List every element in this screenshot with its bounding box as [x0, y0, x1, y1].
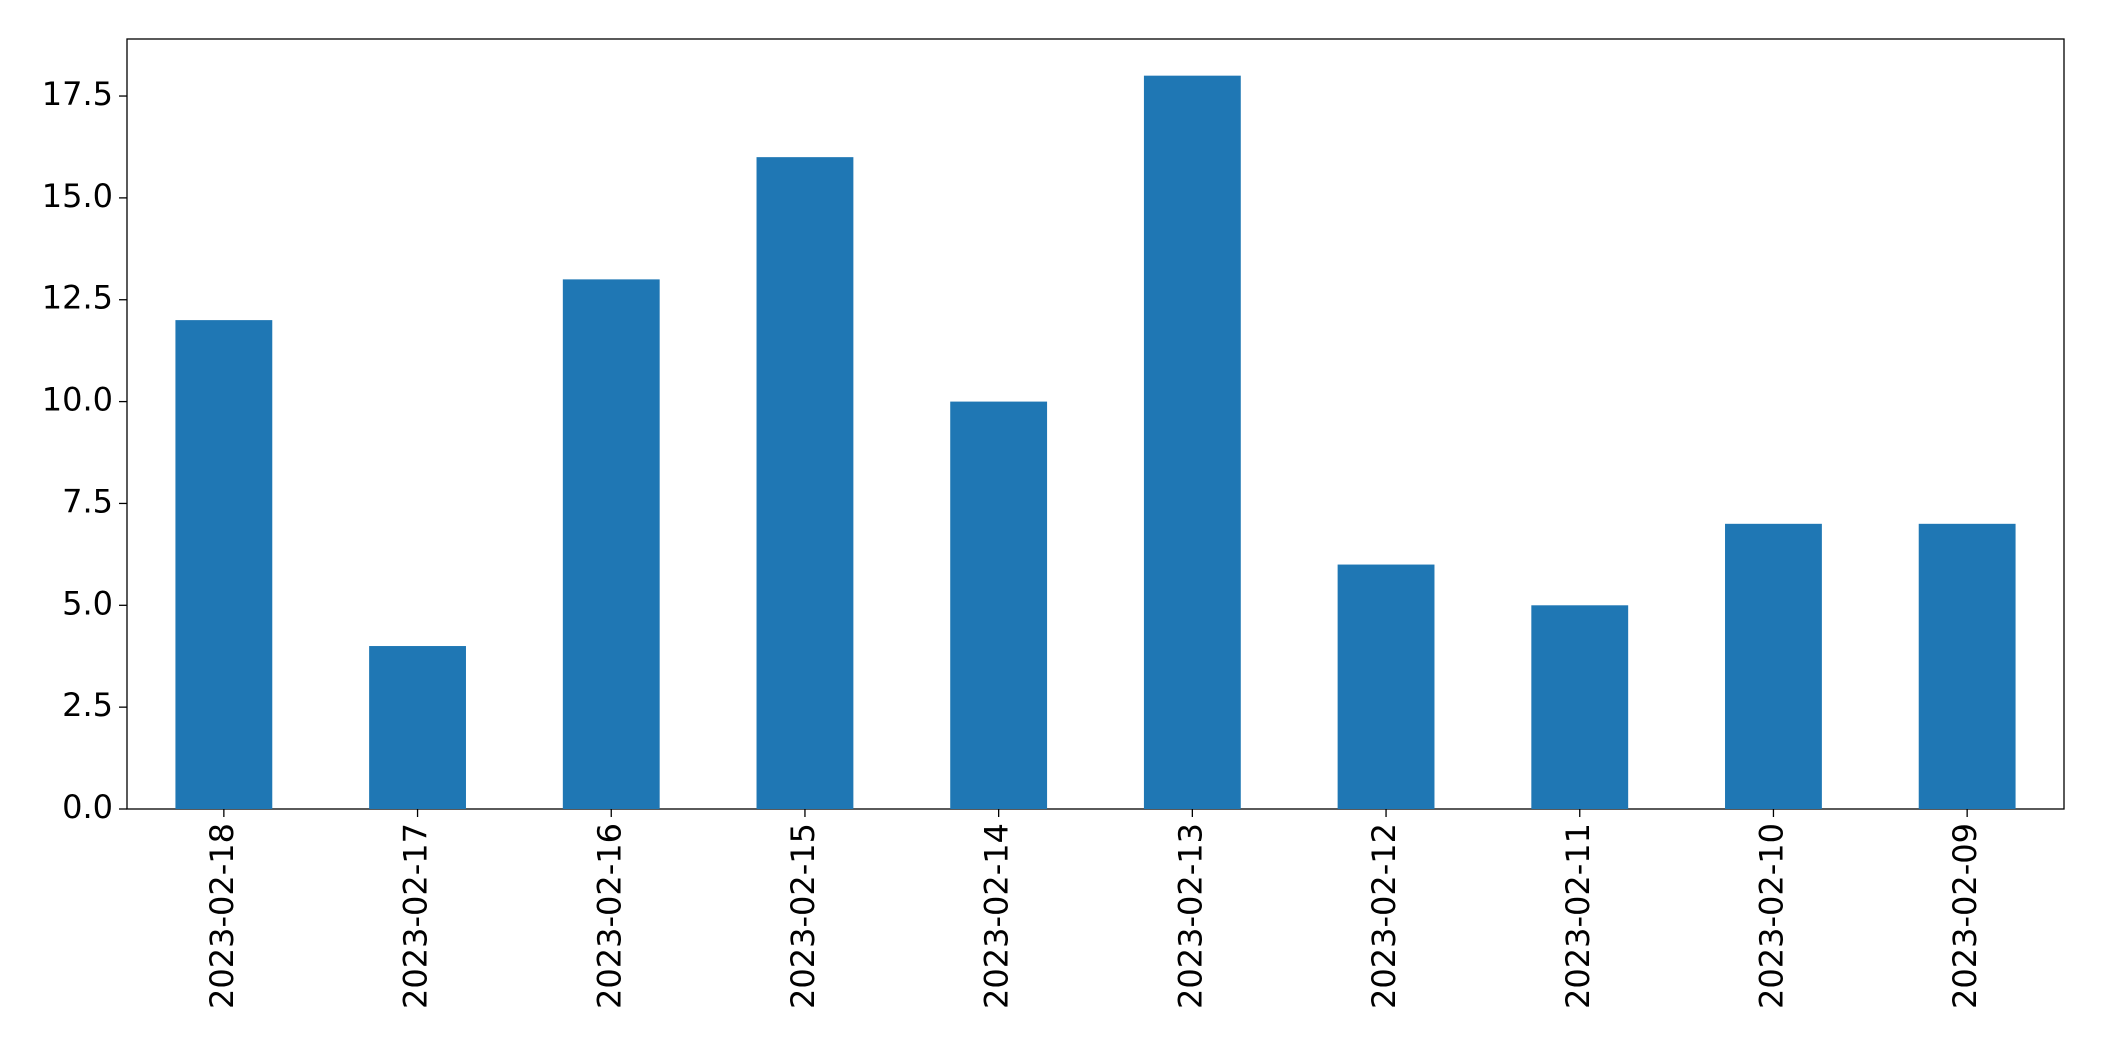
x-tick-label: 2023-02-09: [1946, 823, 1984, 1009]
y-tick-label: 2.5: [62, 686, 113, 724]
bar: [1531, 605, 1629, 809]
bar: [369, 646, 466, 809]
y-tick-label: 0.0: [62, 788, 113, 826]
bar: [1337, 564, 1435, 809]
plot-frame: [126, 38, 2065, 810]
y-tick-label: 10.0: [42, 381, 113, 419]
x-tick-label: 2023-02-10: [1752, 823, 1790, 1009]
x-tick-label: 2023-02-11: [1559, 823, 1597, 1009]
y-tick-label: 12.5: [42, 279, 113, 317]
x-tick-label: 2023-02-12: [1365, 823, 1403, 1009]
bar: [1143, 75, 1241, 809]
bar: [756, 157, 854, 810]
x-tick-label: 2023-02-15: [784, 823, 822, 1009]
bar: [950, 401, 1048, 809]
y-tick-label: 17.5: [42, 75, 113, 113]
bar: [1725, 523, 1822, 809]
x-tick-label: 2023-02-16: [590, 823, 628, 1009]
y-tick-label: 5.0: [62, 584, 113, 622]
x-tick-label: 2023-02-17: [397, 823, 435, 1009]
y-tick-label: 15.0: [42, 177, 113, 215]
x-tick-label: 2023-02-18: [203, 823, 241, 1009]
x-tick-label: 2023-02-14: [978, 823, 1016, 1009]
bar: [175, 320, 273, 809]
bar: [562, 279, 660, 809]
bar: [1918, 523, 2016, 809]
x-tick-label: 2023-02-13: [1171, 823, 1209, 1009]
y-tick-label: 7.5: [62, 482, 113, 520]
